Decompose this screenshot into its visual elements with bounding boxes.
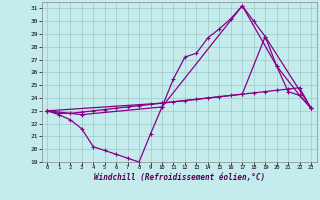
- X-axis label: Windchill (Refroidissement éolien,°C): Windchill (Refroidissement éolien,°C): [94, 173, 265, 182]
